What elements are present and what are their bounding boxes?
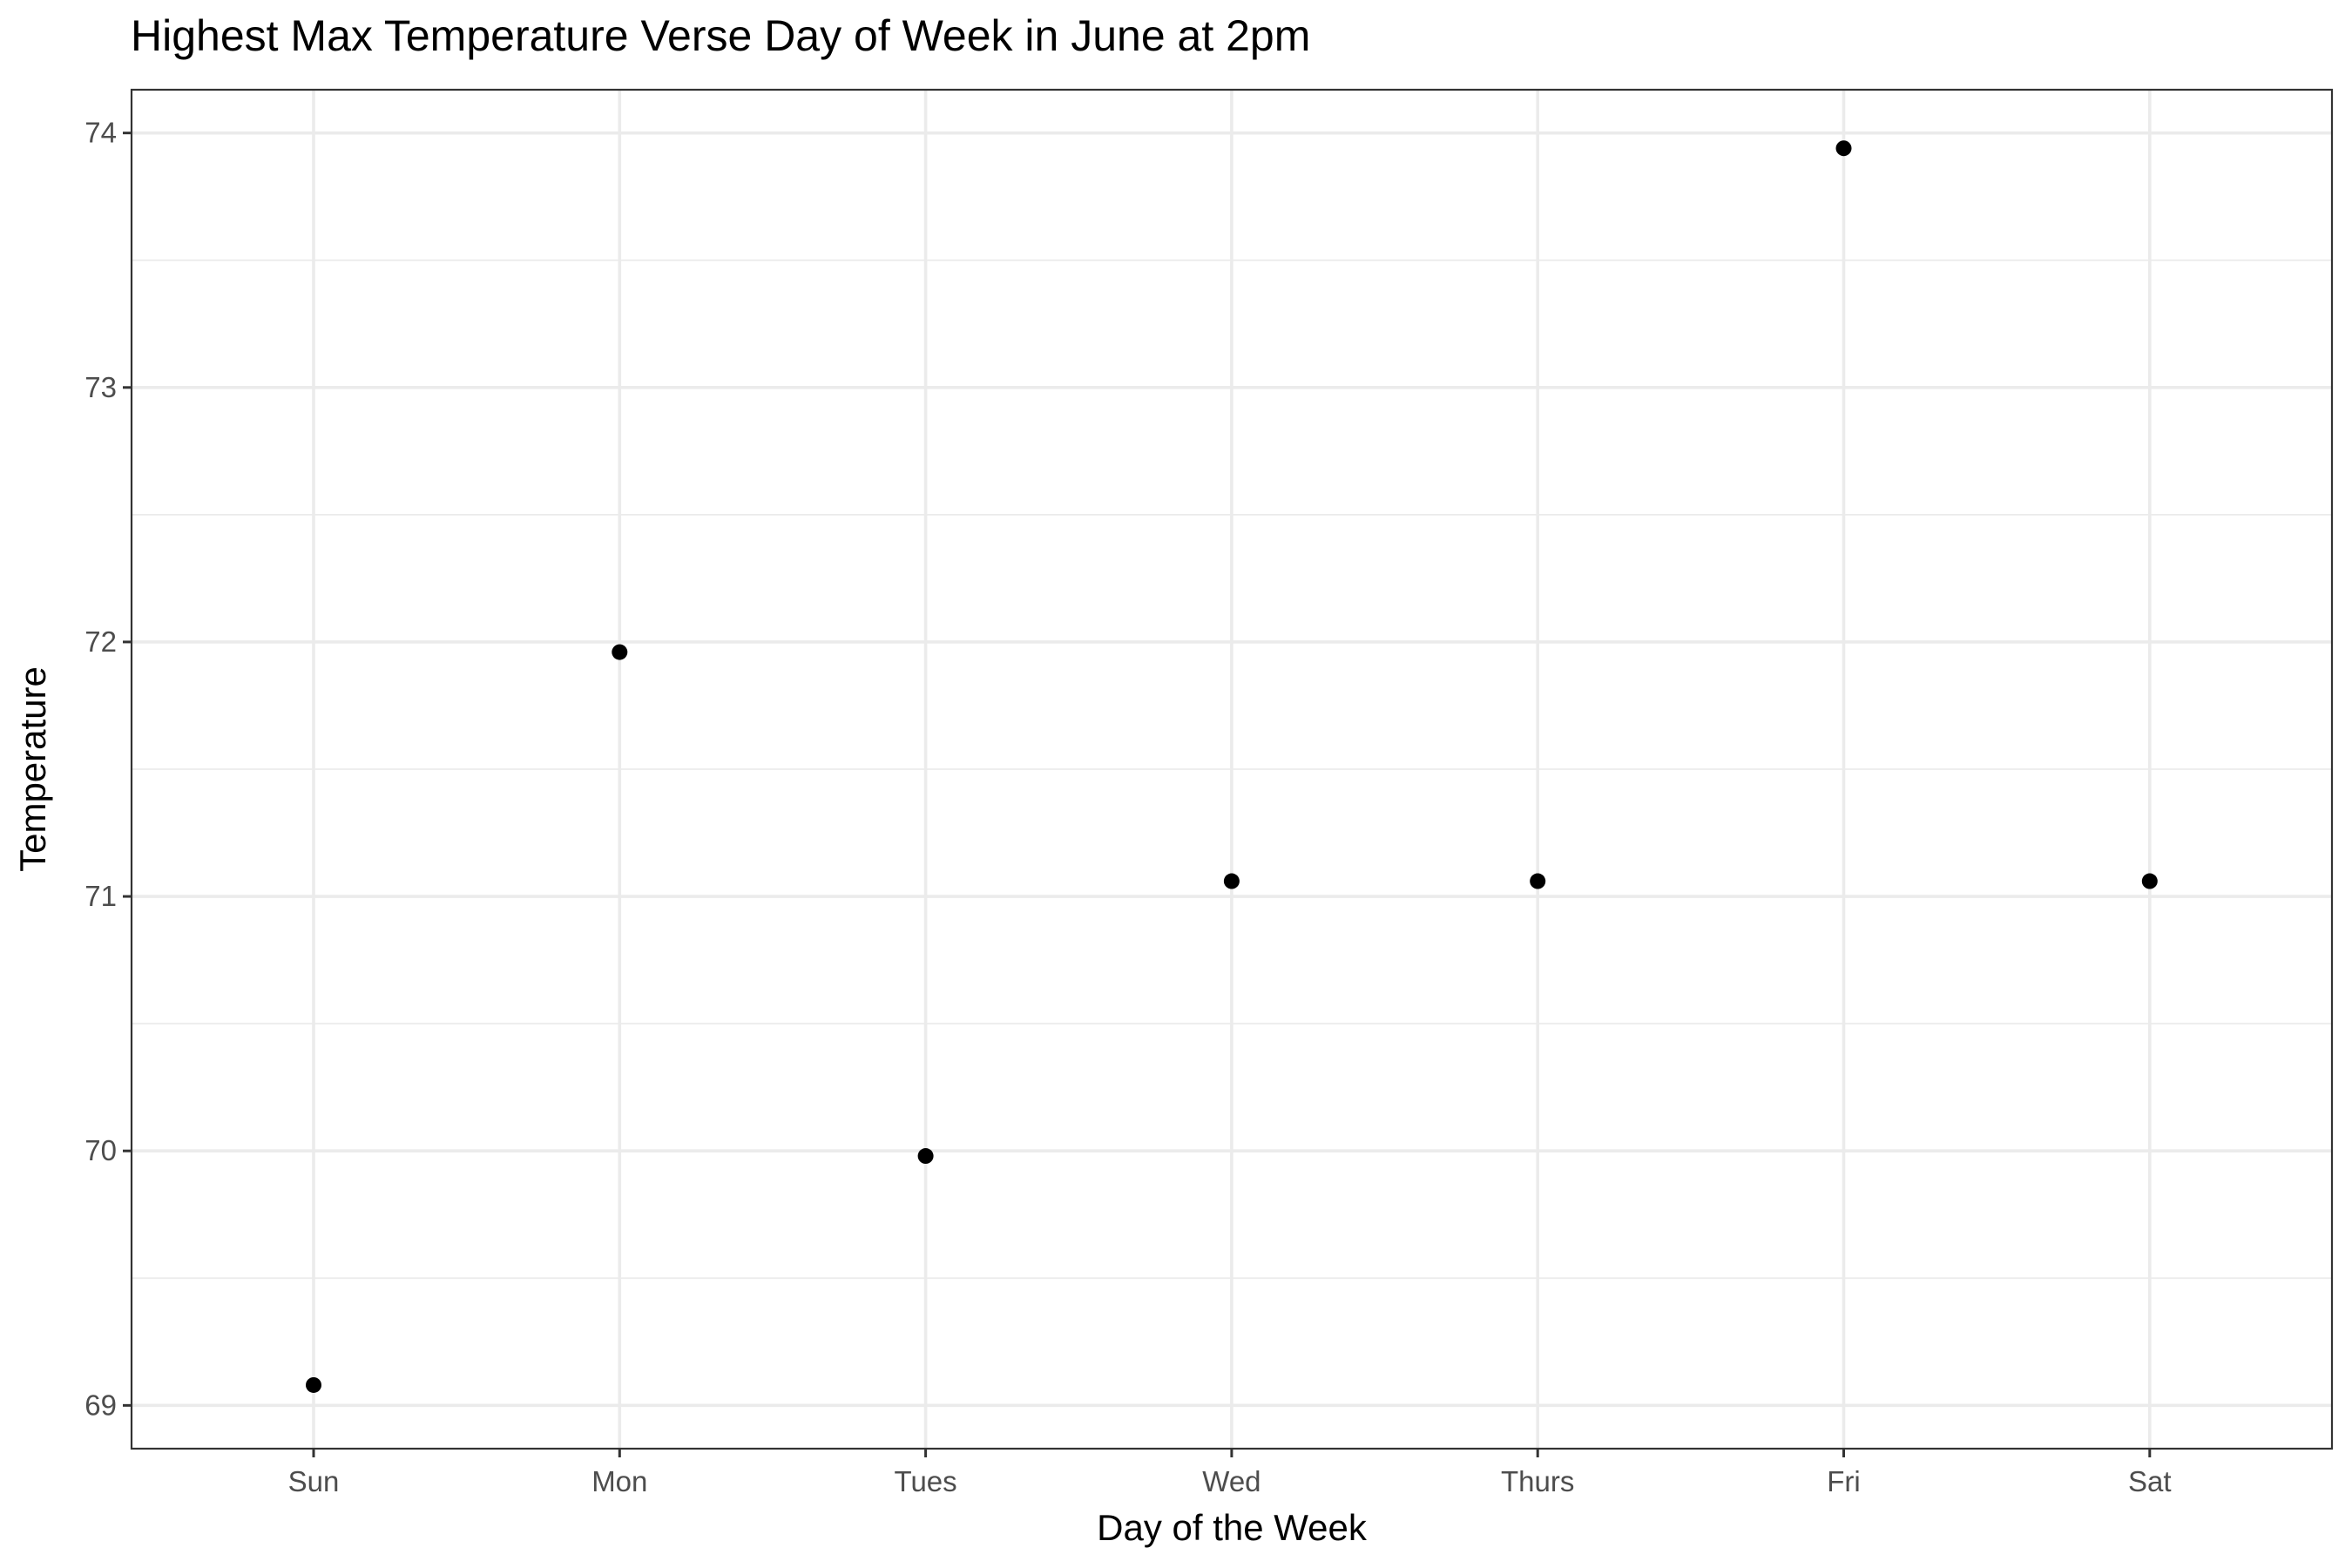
data-point-tues bbox=[917, 1148, 934, 1165]
data-point-fri bbox=[1835, 140, 1852, 157]
data-point-wed bbox=[1223, 873, 1240, 889]
data-point-mon bbox=[612, 644, 628, 660]
x-tick-label: Wed bbox=[1202, 1465, 1260, 1497]
x-tick-label: Fri bbox=[1827, 1465, 1860, 1497]
x-tick-label: Thurs bbox=[1501, 1465, 1574, 1497]
y-tick-label: 69 bbox=[84, 1389, 117, 1421]
y-tick-label: 73 bbox=[84, 371, 117, 403]
y-tick-label: 70 bbox=[84, 1134, 117, 1166]
x-tick-label: Sun bbox=[288, 1465, 340, 1497]
x-axis-title: Day of the Week bbox=[1097, 1507, 1368, 1548]
x-tick-label: Sat bbox=[2128, 1465, 2172, 1497]
y-tick-label: 74 bbox=[84, 117, 117, 149]
major-gridlines bbox=[132, 90, 2332, 1449]
y-axis-title: Temperature bbox=[12, 666, 53, 872]
data-point-sun bbox=[306, 1376, 321, 1393]
data-point-thurs bbox=[1530, 873, 1546, 889]
data-point-sat bbox=[2141, 873, 2158, 889]
y-tick-label: 71 bbox=[84, 880, 117, 912]
chart-title: Highest Max Temperature Verse Day of Wee… bbox=[131, 11, 1310, 60]
x-tick-label: Mon bbox=[591, 1465, 647, 1497]
x-tick-label: Tues bbox=[895, 1465, 957, 1497]
data-points bbox=[306, 140, 2158, 1393]
y-axis: 69 70 71 72 73 74 bbox=[84, 117, 132, 1421]
y-tick-label: 72 bbox=[84, 625, 117, 658]
x-axis: Sun Mon Tues Wed Thurs Fri Sat bbox=[288, 1449, 2172, 1497]
